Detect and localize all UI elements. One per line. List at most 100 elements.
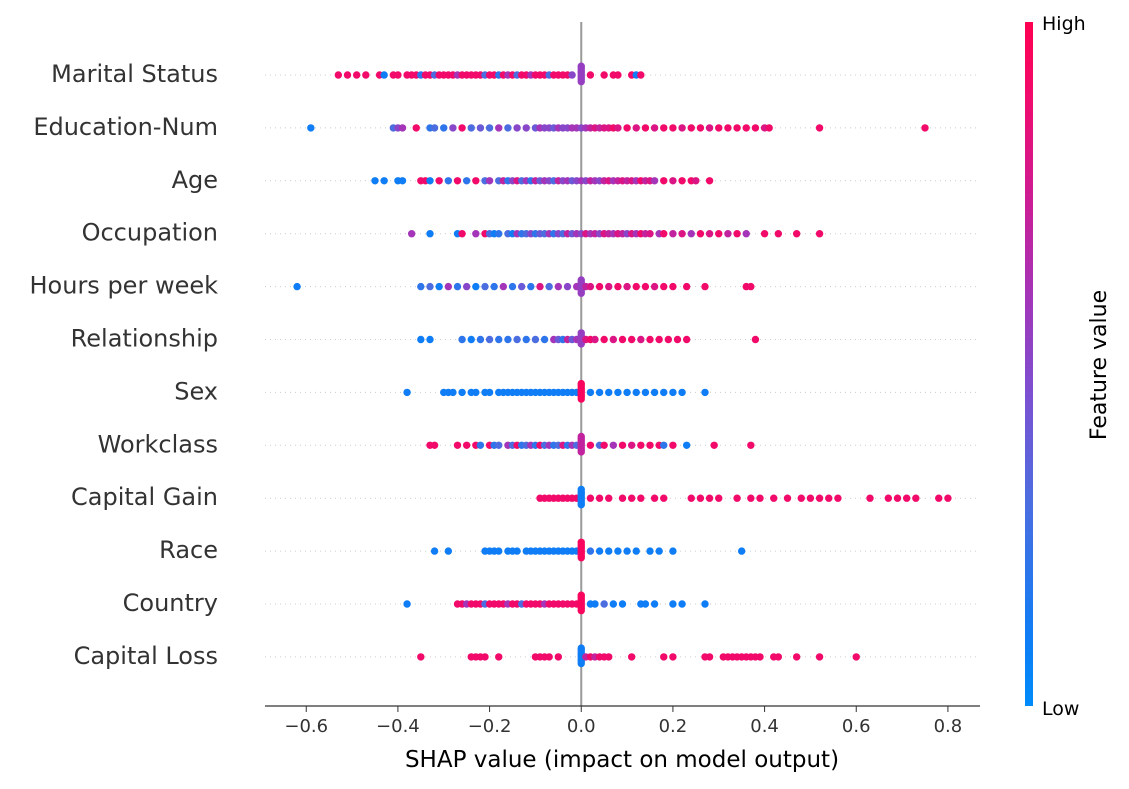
shap-point (614, 388, 622, 397)
shap-point (536, 282, 544, 291)
shap-point (650, 600, 659, 608)
shap-point (655, 547, 663, 555)
shap-point (440, 124, 448, 132)
x-tick-label: 0.2 (659, 716, 688, 737)
shap-point (453, 282, 462, 291)
shap-point (627, 441, 636, 449)
shap-point (669, 177, 677, 185)
shap-point (660, 124, 668, 132)
shap-point (660, 230, 668, 238)
shap-point (577, 276, 585, 284)
shap-point (449, 388, 457, 397)
shap-point (595, 494, 604, 502)
shap-point (444, 547, 453, 555)
shap-point (646, 441, 654, 449)
shap-point (591, 600, 599, 608)
shap-point (669, 653, 677, 661)
x-tick-label: 0.6 (842, 716, 871, 737)
shap-point (650, 124, 659, 132)
shap-point (394, 71, 402, 79)
x-tick-label: −0.2 (468, 716, 512, 737)
shap-point (705, 653, 714, 661)
shap-point (577, 591, 585, 599)
x-tick-label: 0.4 (750, 716, 779, 737)
shap-point (426, 282, 434, 291)
feature-label: Marital Status (51, 60, 218, 88)
shap-point (586, 388, 595, 397)
shap-point (783, 494, 792, 502)
shap-point (825, 494, 833, 502)
colorbar-high-label: High (1042, 13, 1086, 35)
shap-point (495, 547, 503, 555)
shap-point (650, 177, 659, 185)
shap-point (747, 441, 755, 449)
shap-point (618, 600, 627, 608)
shap-point (334, 71, 343, 79)
shap-point (430, 124, 439, 132)
shap-point (637, 441, 645, 449)
shap-point (577, 501, 585, 509)
shap-point (660, 653, 668, 661)
shap-point (678, 388, 686, 397)
shap-point (403, 600, 411, 608)
shap-point (554, 282, 563, 291)
shap-point (508, 282, 517, 291)
shap-point (513, 124, 521, 132)
shap-point (623, 388, 631, 397)
shap-point (586, 71, 595, 79)
shap-point (577, 289, 585, 297)
shap-point (586, 441, 595, 449)
shap-point (682, 282, 691, 291)
shap-point (815, 494, 824, 502)
shap-point (701, 388, 709, 397)
shap-point (472, 177, 480, 185)
shap-point (545, 282, 553, 291)
shap-point (426, 177, 434, 185)
shap-point (733, 494, 741, 502)
shap-point (495, 441, 503, 449)
shap-point (614, 124, 622, 132)
shap-point (412, 124, 420, 132)
shap-point (893, 494, 902, 502)
shap-point (710, 441, 718, 449)
shap-point (605, 653, 613, 661)
shap-point (770, 494, 778, 502)
shap-point (472, 230, 480, 238)
feature-label: Capital Loss (74, 642, 218, 670)
shap-point (435, 177, 443, 185)
shap-point (632, 124, 640, 132)
shap-point (481, 282, 489, 291)
shap-point (678, 600, 686, 608)
shap-point (605, 494, 613, 502)
shap-point (687, 124, 695, 132)
shap-point (595, 388, 604, 397)
shap-point (669, 230, 677, 238)
shap-point (577, 538, 585, 546)
colorbar-gradient (1025, 22, 1033, 706)
feature-label: Capital Gain (71, 483, 218, 511)
shap-point (774, 653, 783, 661)
shap-point (655, 335, 663, 344)
shap-point (595, 282, 604, 291)
shap-point (577, 554, 585, 562)
feature-labels: Marital Status Education-Num Age Occupation… (30, 60, 219, 670)
shap-point (650, 494, 659, 502)
shap-point (834, 494, 842, 502)
shap-point (715, 124, 723, 132)
shap-point (733, 230, 741, 238)
shap-point (380, 71, 388, 79)
shap-point (417, 282, 425, 291)
shap-point (485, 124, 494, 132)
shap-point (632, 547, 640, 555)
shap-point (792, 653, 801, 661)
shap-point (426, 230, 434, 238)
shap-point (577, 448, 585, 456)
shap-point (444, 177, 453, 185)
shap-point (866, 494, 874, 502)
shap-point (646, 335, 654, 344)
shap-point (650, 282, 659, 291)
shap-point (618, 441, 627, 449)
shap-point (476, 124, 485, 132)
shap-point (485, 335, 494, 344)
